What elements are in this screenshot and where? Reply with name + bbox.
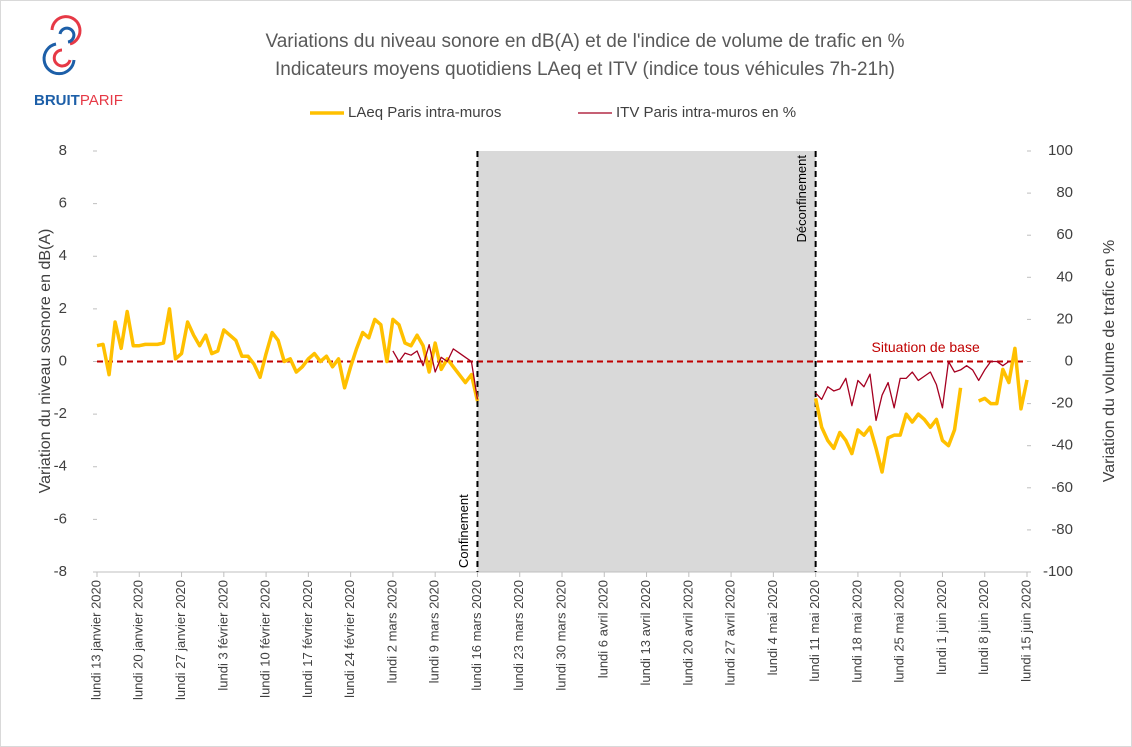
logo-icon (42, 15, 82, 76)
x-tick-label: lundi 13 avril 2020 (638, 580, 653, 686)
x-tick-label: lundi 23 mars 2020 (511, 580, 526, 691)
x-tick-label: lundi 20 avril 2020 (680, 580, 695, 686)
y-tick-label: 6 (59, 195, 67, 212)
x-tick-label: lundi 4 mai 2020 (765, 580, 780, 675)
y2-tick-label: 0 (1065, 352, 1073, 369)
y2-tick-label: 40 (1056, 268, 1073, 285)
logo-text: BRUITPARIF (34, 92, 123, 109)
x-tick-label: lundi 6 avril 2020 (596, 580, 611, 678)
y2-tick-label: 100 (1048, 142, 1073, 159)
y2-tick-label: 20 (1056, 310, 1073, 327)
y-axis-label: Variation du niveau sosnore en dB(A) (37, 229, 54, 494)
x-tick-label: lundi 9 mars 2020 (427, 580, 442, 683)
logo-part: PARIF (80, 92, 123, 109)
x-tick-label: lundi 18 mai 2020 (849, 580, 864, 683)
y-tick-label: 2 (59, 300, 67, 317)
y2-tick-label: 80 (1056, 184, 1073, 201)
x-tick-label: lundi 24 février 2020 (342, 580, 357, 698)
series-line (96, 307, 1029, 474)
x-tick-label: lundi 27 janvier 2020 (173, 580, 188, 700)
x-tick-label: lundi 10 février 2020 (258, 580, 273, 698)
y2-tick-label: -100 (1043, 563, 1073, 580)
x-tick-label: lundi 1 juin 2020 (934, 580, 949, 675)
y-tick-label: -6 (54, 510, 67, 527)
y-tick-label: -8 (54, 563, 67, 580)
logo-part: BRUIT (34, 92, 80, 109)
legend-label: ITV Paris intra-muros en % (616, 104, 796, 121)
chart-title: Variations du niveau sonore en dB(A) et … (265, 31, 904, 52)
x-tick-label: lundi 30 mars 2020 (553, 580, 568, 691)
x-tick-label: lundi 20 janvier 2020 (131, 580, 146, 700)
event-label: Confinement (456, 494, 471, 568)
y2-tick-label: -40 (1051, 437, 1073, 454)
y-tick-label: -2 (54, 405, 67, 422)
x-tick-label: lundi 11 mai 2020 (807, 580, 822, 682)
y2-tick-label: -20 (1051, 395, 1073, 412)
x-tick-label: lundi 3 février 2020 (215, 580, 230, 691)
y2-axis-label: Variation du volume de trafic en % (1101, 240, 1118, 483)
y-tick-label: 4 (59, 247, 67, 264)
x-tick-label: lundi 8 juin 2020 (976, 580, 991, 675)
chart-subtitle: Indicateurs moyens quotidiens LAeq et IT… (275, 59, 895, 80)
x-tick-label: lundi 25 mai 2020 (892, 580, 907, 683)
x-tick-label: lundi 17 février 2020 (300, 580, 315, 698)
legend-label: LAeq Paris intra-muros (348, 104, 501, 121)
x-tick-label: lundi 16 mars 2020 (469, 580, 484, 691)
series-line (392, 344, 1010, 422)
x-tick-label: lundi 27 avril 2020 (723, 580, 738, 686)
reference-label: Situation de base (872, 339, 980, 355)
event-label: Déconfinement (794, 155, 809, 243)
y-tick-label: -4 (54, 458, 67, 475)
y2-tick-label: 60 (1056, 226, 1073, 243)
x-tick-label: lundi 2 mars 2020 (384, 580, 399, 683)
x-tick-label: lundi 15 juin 2020 (1018, 580, 1033, 682)
x-tick-label: lundi 13 janvier 2020 (88, 580, 103, 700)
y2-tick-label: -80 (1051, 521, 1073, 538)
y-tick-label: 8 (59, 142, 67, 159)
y2-tick-label: -60 (1051, 479, 1073, 496)
y-tick-label: 0 (59, 352, 67, 369)
